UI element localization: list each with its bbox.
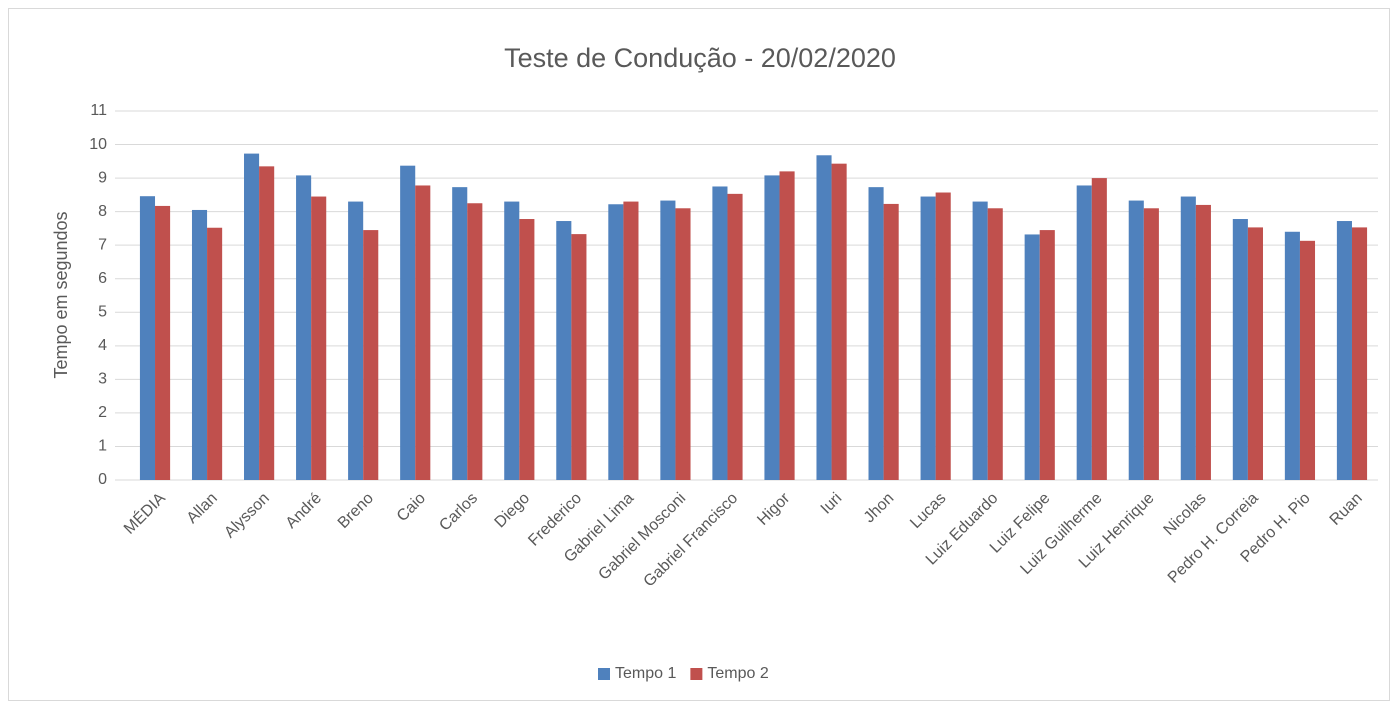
bar [415, 185, 431, 481]
y-tick-label: 6 [98, 270, 107, 287]
y-tick-label: 5 [98, 303, 107, 320]
bar [259, 166, 275, 480]
y-tick-label: 2 [98, 404, 107, 421]
bar [400, 165, 416, 481]
bar [1247, 227, 1263, 480]
bar [155, 205, 171, 480]
bar [608, 204, 624, 481]
bar [452, 187, 468, 480]
bar [660, 200, 676, 481]
bar [467, 203, 483, 480]
bar [883, 203, 899, 481]
bar [1024, 234, 1040, 480]
bar [311, 196, 327, 481]
bar [779, 171, 795, 480]
bar [1336, 221, 1352, 480]
bar [935, 192, 951, 481]
y-tick-label: 0 [98, 471, 107, 488]
bar [1180, 196, 1196, 481]
bar [1284, 231, 1300, 480]
y-tick-label: 8 [98, 203, 107, 220]
y-tick-label: 11 [90, 102, 107, 119]
bar [1076, 185, 1092, 481]
bar [139, 196, 156, 481]
bar [764, 175, 780, 480]
bar [348, 201, 364, 480]
y-tick-label: 10 [89, 136, 107, 153]
bar [623, 201, 639, 480]
y-tick-label: 1 [98, 438, 107, 455]
bar [816, 155, 832, 480]
y-axis-label: Tempo em segundos [51, 211, 71, 378]
bar [556, 221, 572, 480]
legend-label: Tempo 2 [707, 665, 768, 682]
bar [363, 230, 379, 480]
bar [519, 219, 535, 480]
y-tick-label: 4 [98, 337, 107, 354]
bar [727, 193, 743, 480]
bar [1351, 227, 1368, 480]
bar [987, 208, 1003, 481]
bar [712, 186, 728, 480]
y-tick-label: 3 [98, 371, 107, 388]
bar [1232, 219, 1248, 480]
bar [1143, 208, 1159, 481]
bar [1091, 178, 1107, 480]
legend-swatch [690, 668, 703, 680]
bar [1299, 240, 1316, 480]
legend-swatch [598, 668, 610, 680]
bar [1128, 200, 1144, 481]
bar [207, 227, 223, 480]
chart-title: Teste de Condução - 20/02/2020 [504, 43, 896, 73]
bar [504, 201, 520, 480]
legend-label: Tempo 1 [615, 665, 676, 682]
bar [675, 208, 691, 481]
bar [296, 175, 312, 480]
bar [191, 209, 208, 480]
bar [1195, 204, 1211, 480]
y-tick-label: 9 [98, 169, 107, 186]
bar [920, 196, 936, 481]
bar [571, 234, 587, 480]
chart-border [8, 8, 1390, 701]
bar [868, 187, 884, 480]
bar [244, 153, 260, 480]
bar [831, 163, 847, 480]
bar [972, 201, 988, 480]
bar [1039, 230, 1055, 480]
y-tick-label: 7 [98, 236, 107, 253]
